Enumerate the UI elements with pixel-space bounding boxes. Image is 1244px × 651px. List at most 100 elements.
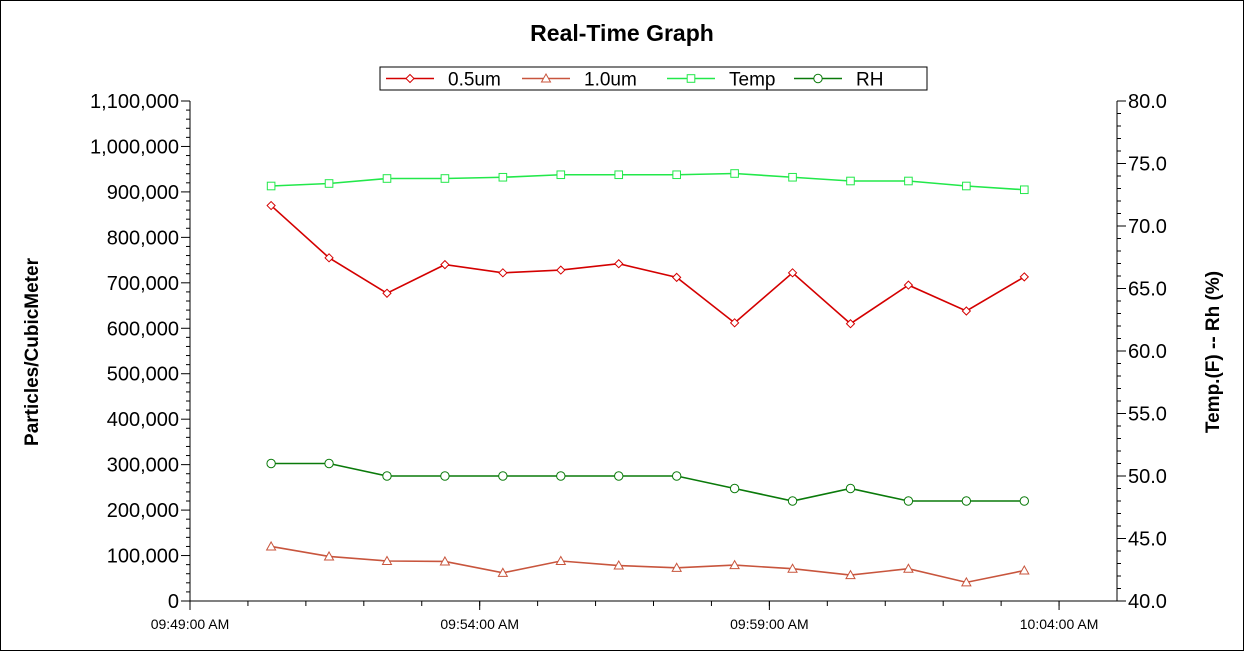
data-point (382, 174, 392, 183)
data-point (961, 306, 972, 316)
legend-swatch-marker (540, 72, 552, 83)
data-point (1019, 272, 1030, 282)
legend-label: RH (856, 70, 883, 91)
data-point (498, 172, 508, 182)
data-point (961, 496, 972, 506)
y-axis-left-label: Particles/CubicMeter (22, 257, 43, 446)
data-point (440, 471, 450, 481)
data-point (671, 272, 682, 283)
data-point (845, 319, 856, 329)
data-point (556, 471, 566, 481)
data-point (439, 555, 451, 566)
data-point (382, 288, 392, 298)
series-temp (266, 169, 1029, 195)
data-point (962, 181, 971, 191)
data-point (672, 170, 681, 180)
series-line (271, 462, 1025, 502)
y-right-tick-label: 50.0 (1128, 466, 1167, 488)
y-axis-right-label: Temp.(F) -- Rh (%) (1203, 271, 1224, 433)
x-tick-label: 09:54:00 AM (440, 616, 519, 632)
series-0-5um (266, 200, 1030, 329)
data-point (266, 200, 276, 211)
series-line (270, 545, 1025, 584)
x-tick-label: 09:59:00 AM (730, 616, 809, 632)
data-point (904, 176, 913, 186)
data-point (961, 576, 972, 587)
data-point (613, 560, 625, 570)
y-right-tick-label: 55.0 (1128, 404, 1167, 426)
data-point (614, 259, 624, 269)
data-point (556, 265, 566, 275)
data-point (324, 253, 334, 263)
y-right-tick-label: 60.0 (1128, 341, 1167, 363)
legend-label: Temp (729, 70, 775, 91)
data-point (382, 471, 392, 481)
series-1-0um (265, 540, 1030, 587)
data-point (381, 555, 393, 565)
y-left-tick-label: 700,000 (107, 273, 179, 295)
data-point (1018, 565, 1030, 575)
series-line (270, 204, 1025, 325)
data-point (614, 170, 624, 180)
data-point (498, 471, 508, 481)
y-left-tick-label: 500,000 (107, 364, 179, 386)
data-point (671, 562, 683, 572)
y-left-tick-label: 1,100,000 (90, 91, 179, 113)
data-point (729, 483, 740, 494)
series-line (271, 172, 1025, 191)
data-point (729, 559, 740, 570)
y-left-tick-label: 300,000 (107, 455, 179, 477)
legend-box (379, 66, 928, 91)
y-right-tick-label: 65.0 (1128, 279, 1167, 301)
data-point (730, 169, 739, 178)
data-point (903, 280, 914, 290)
legend-swatch-marker (686, 74, 696, 83)
y-left-tick-label: 1,000,000 (90, 136, 179, 158)
legend-swatch-marker (813, 73, 823, 84)
legend-label: 0.5um (448, 70, 501, 91)
y-right-tick-label: 40.0 (1128, 591, 1167, 613)
x-tick-label: 10:04:00 AM (1020, 616, 1099, 632)
data-point (787, 563, 798, 573)
legend: 0.5um 1.0um Temp RH (379, 66, 928, 91)
series-layer (265, 169, 1030, 587)
chart-title: Real-Time Graph (530, 20, 714, 46)
y-left-tick-label: 800,000 (107, 227, 179, 249)
series-rh (266, 458, 1030, 506)
data-point (556, 170, 566, 180)
data-point (323, 550, 335, 561)
y-right-tick-label: 80.0 (1128, 91, 1167, 113)
y-right-tick-label: 45.0 (1128, 529, 1167, 551)
data-point (614, 471, 624, 481)
data-point (788, 172, 797, 182)
data-point (845, 569, 856, 580)
data-point (787, 496, 798, 506)
y-left-tick-label: 900,000 (107, 182, 179, 204)
data-point (324, 458, 334, 469)
data-point (845, 483, 856, 494)
data-point (266, 458, 276, 469)
legend-label: 1.0um (584, 70, 637, 91)
data-point (729, 318, 740, 328)
y-left-tick-label: 400,000 (107, 409, 179, 431)
y-right-tick-label: 70.0 (1128, 216, 1167, 238)
data-point (266, 181, 276, 191)
data-point (1020, 185, 1029, 195)
x-tick-label: 09:49:00 AM (151, 616, 230, 632)
data-point (324, 179, 334, 188)
data-point (903, 563, 914, 573)
y-left-tick-label: 0 (168, 591, 179, 613)
data-point (497, 567, 509, 577)
legend-swatch-marker (405, 73, 415, 84)
y-left-tick-label: 100,000 (107, 546, 179, 568)
data-point (440, 174, 450, 183)
data-point (846, 176, 855, 186)
data-point (1019, 496, 1030, 506)
y-left-tick-label: 200,000 (107, 500, 179, 522)
data-point (555, 555, 567, 565)
y-left-tick-label: 600,000 (107, 318, 179, 340)
data-point (498, 268, 508, 278)
data-point (787, 268, 798, 278)
y-right-tick-label: 75.0 (1128, 154, 1167, 176)
